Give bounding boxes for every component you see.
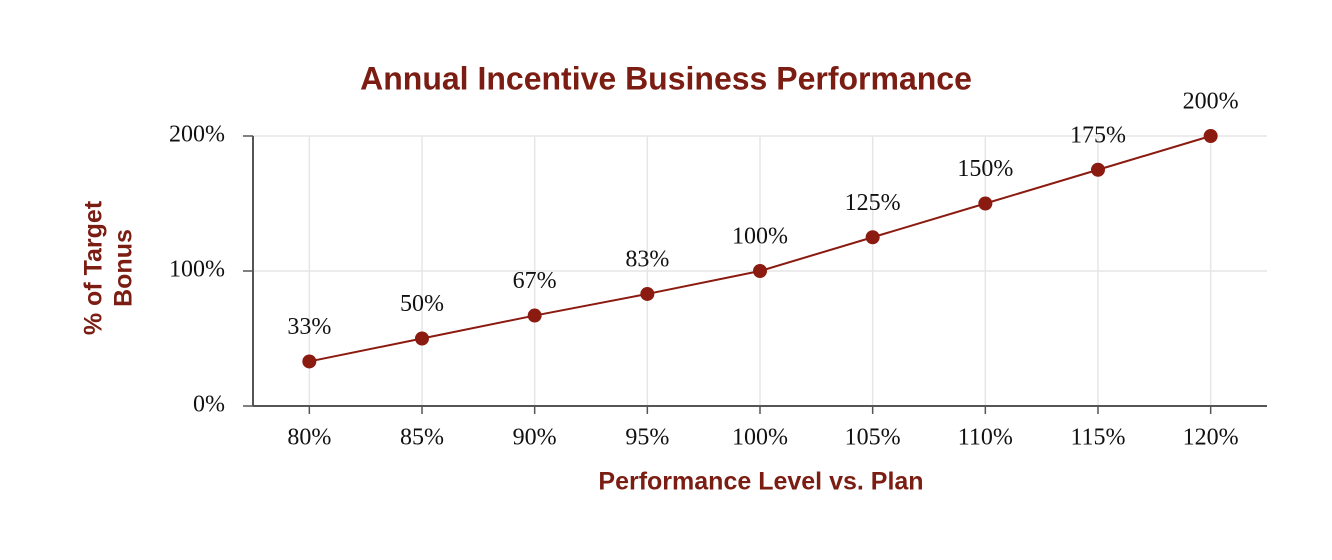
- data-label: 67%: [513, 268, 557, 294]
- y-tick-label: 100%: [169, 257, 225, 283]
- data-point: [1091, 162, 1105, 177]
- x-tick-label: 95%: [625, 425, 669, 451]
- data-point: [753, 264, 767, 278]
- data-point: [302, 354, 317, 369]
- data-point: [1203, 129, 1218, 143]
- x-tick-label: 115%: [1070, 425, 1125, 451]
- x-tick-label: 120%: [1183, 425, 1239, 451]
- y-axis-title-line: Bonus: [110, 229, 138, 307]
- data-label: 50%: [400, 291, 444, 317]
- x-tick-label: 90%: [513, 425, 557, 451]
- y-tick-label: 0%: [193, 392, 225, 418]
- x-tick-label: 85%: [400, 425, 444, 451]
- data-label: 200%: [1183, 89, 1239, 115]
- data-point: [865, 230, 880, 245]
- data-label: 100%: [732, 224, 788, 250]
- y-tick-label: 200%: [169, 122, 225, 148]
- data-label: 150%: [957, 156, 1013, 182]
- data-label: 83%: [625, 246, 669, 272]
- data-point: [415, 331, 429, 346]
- data-point: [640, 286, 655, 301]
- y-axis-title-line: % of Target: [80, 200, 108, 335]
- x-tick-label: 110%: [958, 425, 1013, 451]
- x-axis-title: Performance Level vs. Plan: [598, 468, 923, 496]
- data-point: [527, 308, 542, 323]
- chart-title: Annual Incentive Business Performance: [360, 60, 972, 96]
- data-point: [978, 196, 993, 211]
- y-axis-title: % of Target Bonus: [80, 200, 138, 335]
- x-tick-label: 80%: [287, 425, 331, 451]
- x-tick-label: 100%: [732, 425, 788, 451]
- data-label: 33%: [287, 314, 331, 340]
- x-tick-label: 105%: [845, 425, 901, 451]
- data-label: 175%: [1070, 122, 1126, 148]
- data-label: 125%: [845, 190, 901, 216]
